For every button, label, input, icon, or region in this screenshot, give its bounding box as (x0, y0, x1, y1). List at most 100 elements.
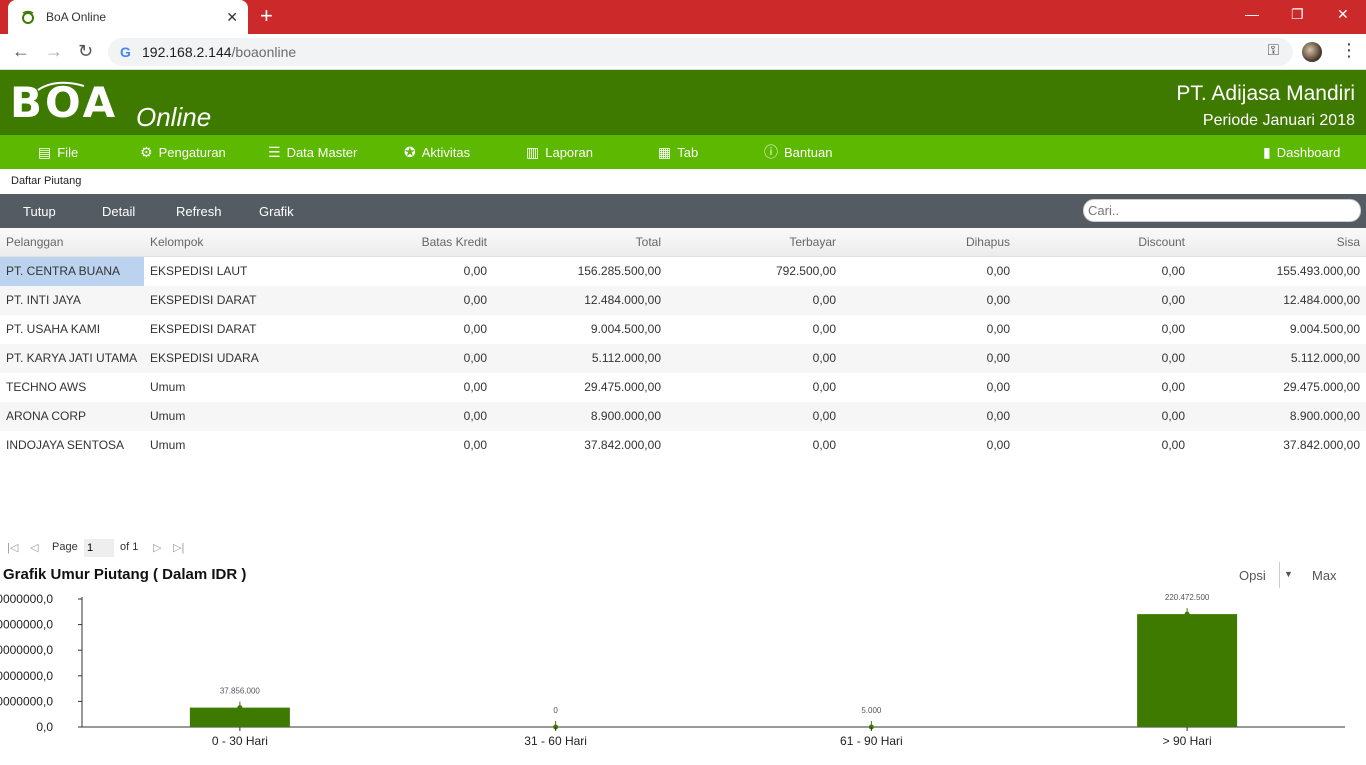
cell-pelanggan: PT. CENTRA BUANA (0, 257, 144, 286)
menu-data-master[interactable]: ☰ Data Master (268, 143, 358, 160)
refresh-button[interactable]: Refresh (176, 203, 222, 219)
browser-menu-icon[interactable]: ⋮ (1340, 40, 1358, 60)
cell-pelanggan: INDOJAYA SENTOSA (6, 438, 125, 452)
cell-discount: 0,00 (1161, 264, 1185, 278)
menu-laporan[interactable]: ▥ Laporan (526, 143, 593, 160)
header-col-batas-kredit[interactable]: Batas Kredit (421, 235, 487, 249)
back-icon[interactable]: ← (12, 41, 30, 61)
chart-icon: ▮ (1263, 143, 1271, 160)
cell-total: 8.900.000,00 (590, 409, 661, 423)
header-col-total[interactable]: Total (635, 235, 661, 249)
x-tick-label: 0 - 30 Hari (212, 734, 268, 748)
table-row[interactable]: PT. CENTRA BUANA EKSPEDISI LAUT 0,00 156.28… (0, 257, 1366, 286)
menu-tab[interactable]: ▦ Tab (658, 143, 699, 160)
prev-page-icon[interactable]: ◁ (30, 542, 39, 554)
close-window-icon[interactable]: ✕ (1337, 6, 1349, 22)
page-number-input[interactable] (84, 539, 114, 557)
cell-dihapus: 0,00 (986, 264, 1010, 278)
header-col-terbayar[interactable]: Terbayar (789, 235, 836, 249)
menu-pengaturan[interactable]: ⚙ Pengaturan (140, 143, 226, 160)
cell-pelanggan: ARONA CORP (6, 409, 87, 423)
table-row[interactable]: PT. INTI JAYA EKSPEDISI DARAT 0,00 12.484.0… (0, 286, 1366, 315)
browser-tab-bar: BoA Online ✕ + — ❐ ✕ (0, 0, 1366, 34)
header-col-discount[interactable]: Discount (1138, 235, 1185, 249)
header-col-kelompok[interactable]: Kelompok (150, 235, 204, 249)
cell-batas-kredit: 0,00 (463, 409, 487, 423)
opsi-button[interactable]: Opsi (1239, 568, 1266, 583)
forward-icon[interactable]: → (45, 41, 63, 61)
cell-terbayar: 0,00 (812, 293, 836, 307)
cell-batas-kredit: 0,00 (463, 438, 487, 452)
cell-total: 156.285.500,00 (577, 264, 661, 278)
table-row[interactable]: PT. KARYA JATI UTAMA EKSPEDISI UDARA 0,00 5… (0, 344, 1366, 373)
detail-button[interactable]: Detail (102, 203, 136, 219)
cell-terbayar: 0,00 (812, 409, 836, 423)
search-input[interactable] (1083, 199, 1361, 222)
url-path: /boaonline (231, 44, 297, 60)
menu-dashboard[interactable]: ▮ Dashboard (1263, 143, 1341, 160)
header-col-dihapus[interactable]: Dihapus (965, 235, 1010, 249)
cell-sisa: 155.493.000,00 (1276, 264, 1360, 278)
cell-sisa: 8.900.000,00 (1289, 409, 1360, 423)
cell-batas-kredit: 0,00 (463, 322, 487, 336)
url-field[interactable]: G 192.168.2.144/boaonline ⚿ (108, 38, 1293, 66)
cell-sisa: 29.475.000,00 (1283, 380, 1360, 394)
menu-file[interactable]: ▤ File (38, 143, 79, 160)
browser-tab[interactable]: BoA Online ✕ (8, 0, 248, 34)
cell-discount: 0,00 (1161, 351, 1185, 365)
y-tick-label: 50000000,0 (0, 694, 53, 708)
new-tab-icon[interactable]: + (260, 3, 273, 28)
bar-1 (189, 707, 290, 727)
cell-pelanggan: TECHNO AWS (6, 380, 87, 394)
profile-avatar[interactable] (1302, 42, 1322, 62)
cell-dihapus: 0,00 (986, 322, 1010, 336)
pager: |◁ ◁ Page of 1 ▷ ▷| (0, 538, 300, 558)
tutup-button[interactable]: Tutup (23, 203, 56, 219)
cell-kelompok: Umum (150, 438, 186, 452)
y-tick-label: 200000000,0 (0, 618, 53, 632)
cell-kelompok: Umum (150, 409, 186, 423)
logo-main: BOA (10, 78, 119, 127)
page-label: Page (52, 541, 78, 553)
header-col-sisa[interactable]: Sisa (1336, 235, 1360, 249)
table-row[interactable]: TECHNO AWS Umum 0,00 29.475.000,00 0,00 0,00 0… (0, 373, 1366, 402)
restore-icon[interactable]: ❐ (1291, 6, 1304, 22)
data-label: 220.472.500 (1165, 593, 1210, 602)
cell-kelompok: EKSPEDISI UDARA (150, 351, 259, 365)
database-icon: ☰ (268, 143, 281, 160)
cell-batas-kredit: 0,00 (463, 351, 487, 365)
table-header: Pelanggan Kelompok Batas Kredit Total Terbay… (0, 228, 1366, 257)
reload-icon[interactable]: ↻ (78, 41, 94, 61)
cell-kelompok: Umum (150, 380, 186, 394)
table-row[interactable]: INDOJAYA SENTOSA Umum 0,00 37.842.000,00 0,0… (0, 431, 1366, 460)
bar-point (237, 705, 243, 711)
last-page-icon[interactable]: ▷| (173, 542, 185, 554)
menu-bantuan[interactable]: ⓘ Bantuan (764, 144, 833, 160)
opsi-divider (1279, 562, 1280, 588)
app-header: BOA Online PT. Adijasa Mandiri Periode J… (0, 70, 1366, 135)
table-row[interactable]: PT. USAHA KAMI EKSPEDISI DARAT 0,00 9.004.5… (0, 315, 1366, 344)
header-col-pelanggan[interactable]: Pelanggan (6, 235, 64, 249)
file-icon: ▤ (38, 143, 52, 160)
grafik-button[interactable]: Grafik (259, 203, 294, 219)
minimize-icon[interactable]: — (1245, 6, 1259, 22)
first-page-icon[interactable]: |◁ (7, 542, 19, 554)
y-tick-label: 250000000,0 (0, 592, 53, 606)
y-tick-label: 150000000,0 (0, 643, 53, 657)
data-label: 0 (553, 706, 558, 715)
cell-batas-kredit: 0,00 (463, 293, 487, 307)
tab-icon: ▦ (658, 143, 672, 160)
cell-discount: 0,00 (1161, 438, 1185, 452)
cell-dihapus: 0,00 (986, 380, 1010, 394)
x-tick-label: > 90 Hari (1163, 734, 1212, 748)
main-menu: ▤ File ⚙ Pengaturan ☰ Data Master ✪ Aktivita… (0, 135, 1366, 169)
menu-aktivitas[interactable]: ✪ Aktivitas (404, 143, 471, 160)
key-icon[interactable]: ⚿ (1267, 42, 1279, 59)
x-tick-label: 31 - 60 Hari (524, 734, 587, 748)
next-page-icon[interactable]: ▷ (153, 542, 162, 554)
max-button[interactable]: Max (1312, 568, 1337, 583)
opsi-dropdown-icon[interactable]: ▼ (1284, 569, 1293, 579)
table-row[interactable]: ARONA CORP Umum 0,00 8.900.000,00 0,00 0,00 0,… (0, 402, 1366, 431)
x-tick-label: 61 - 90 Hari (840, 734, 903, 748)
tab-close-icon[interactable]: ✕ (226, 9, 238, 25)
